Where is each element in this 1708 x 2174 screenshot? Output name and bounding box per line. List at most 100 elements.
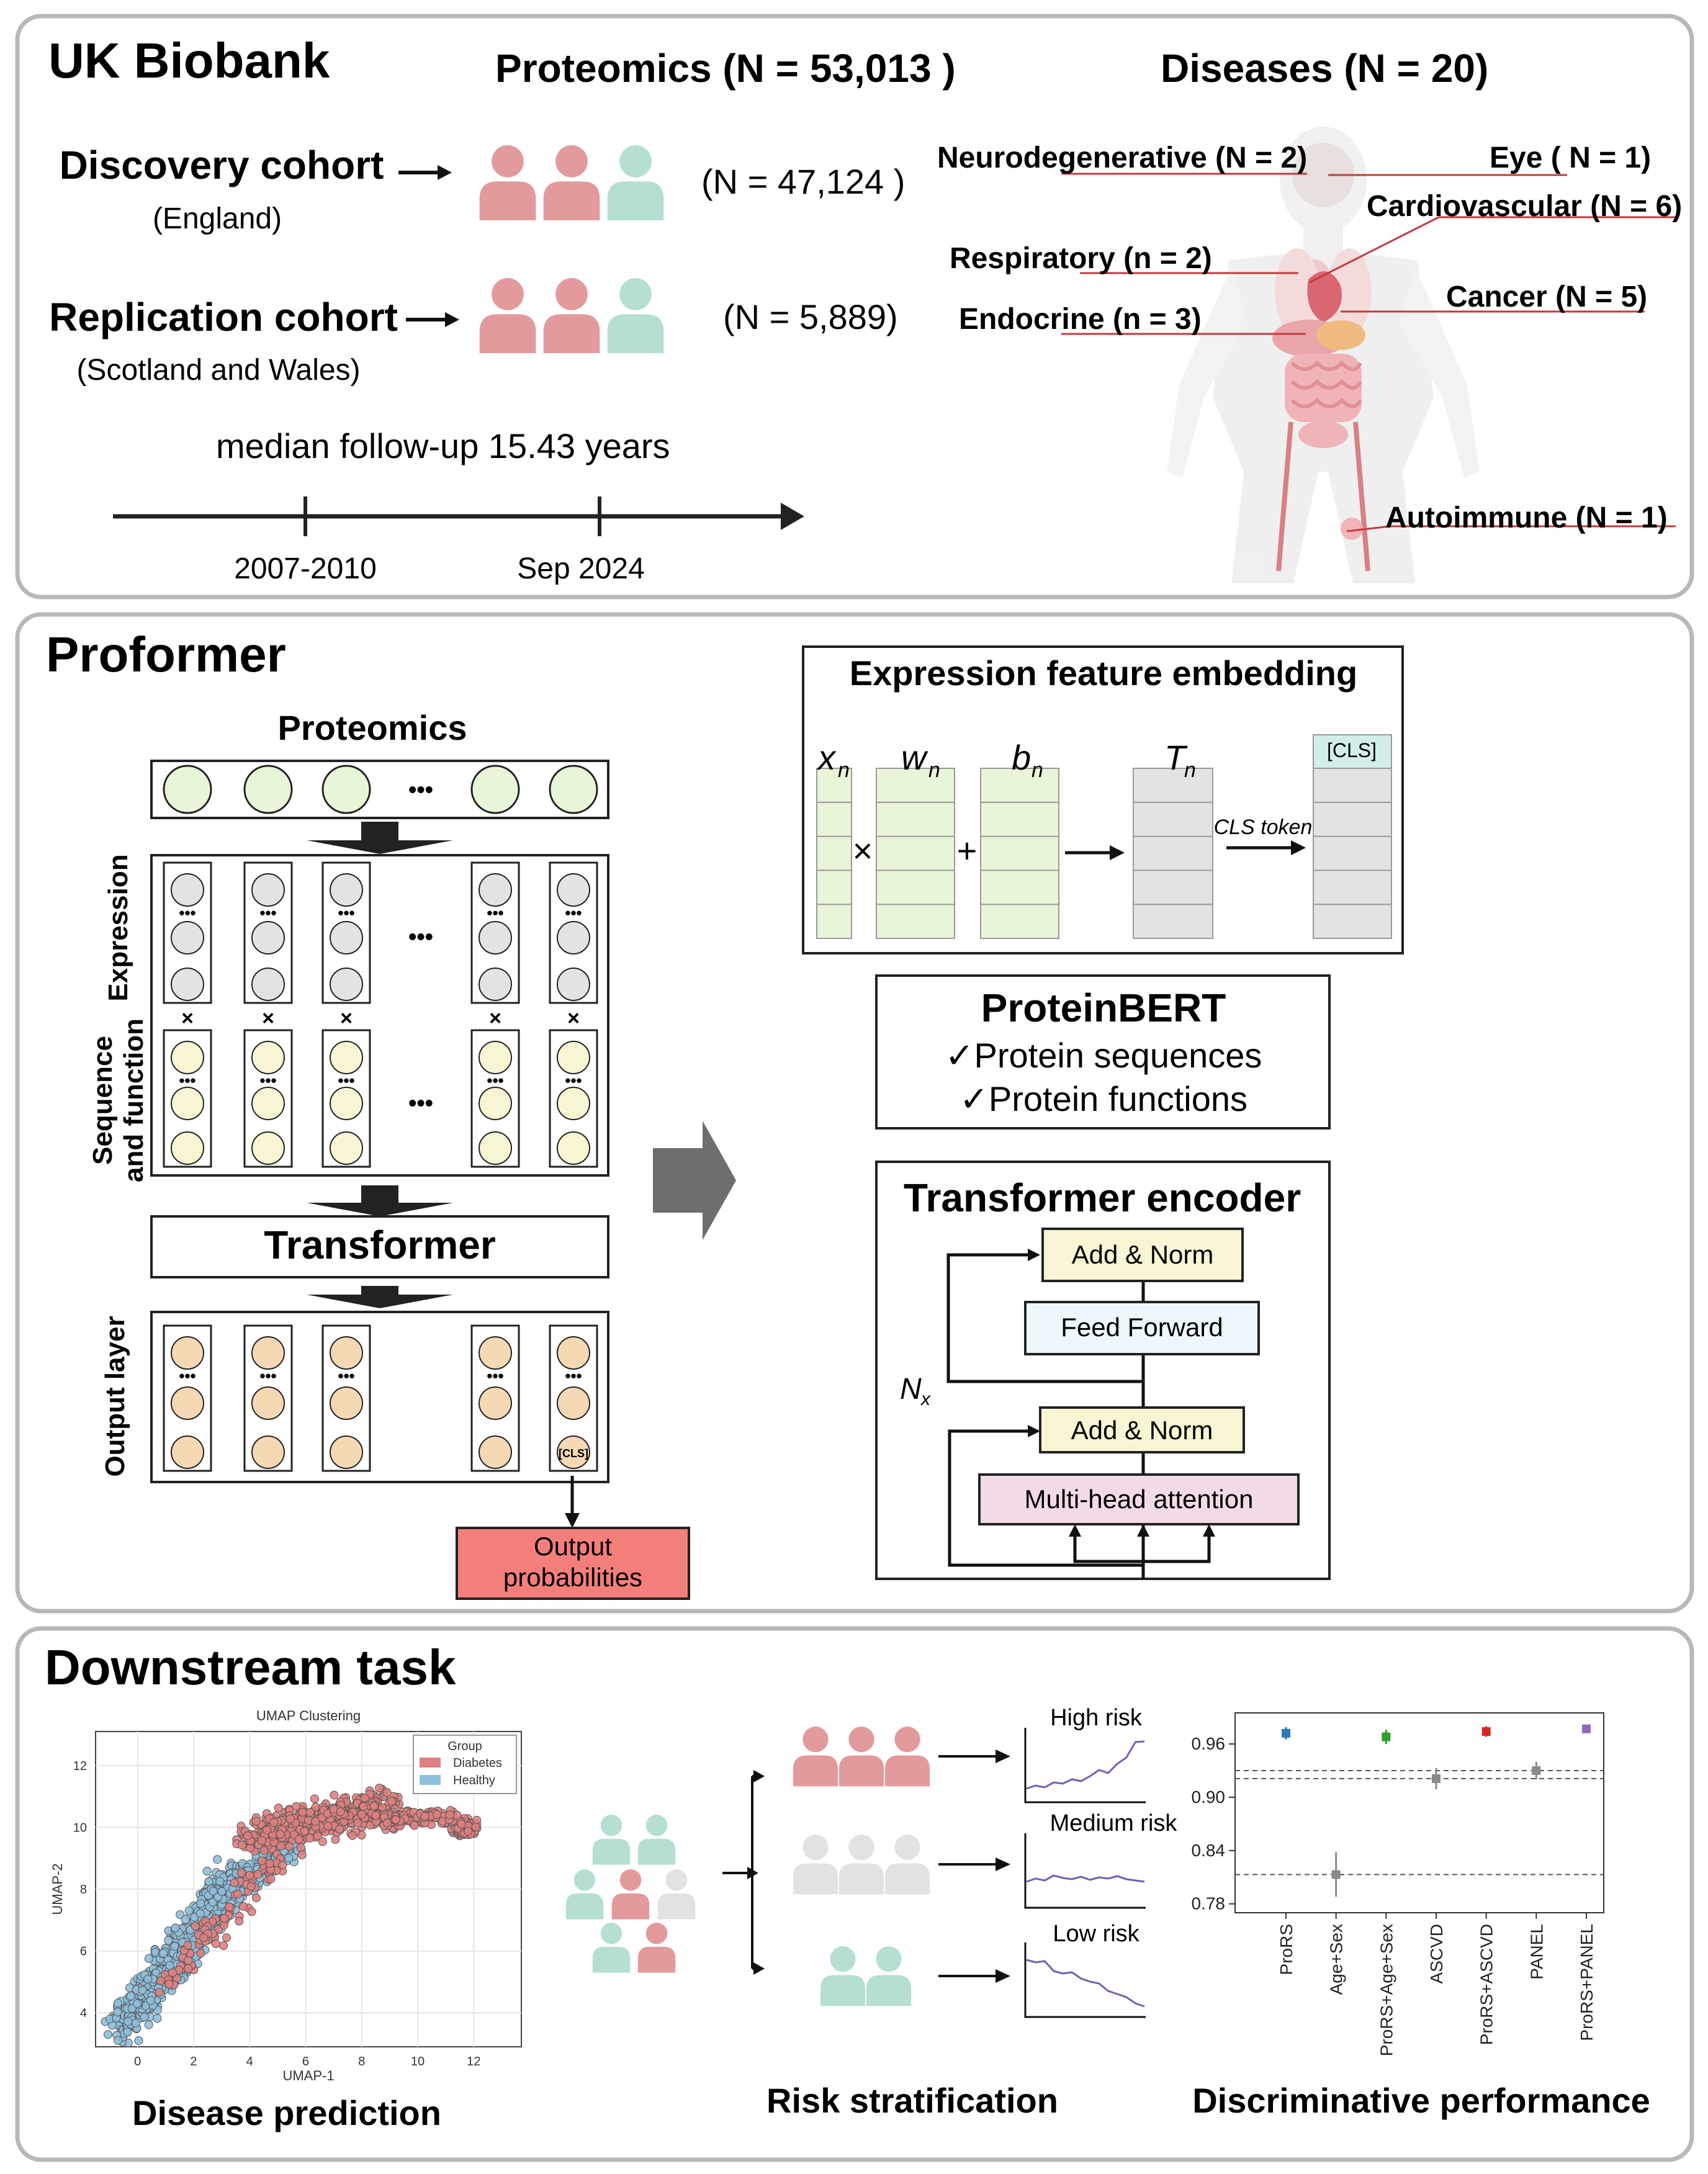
add-norm-top-label: Add & Norm — [1072, 1240, 1214, 1269]
umap-point — [300, 1826, 309, 1836]
umap-point — [360, 1794, 369, 1803]
embedding-block — [150, 854, 609, 1177]
umap-point — [235, 1916, 244, 1926]
umap-point — [164, 1980, 174, 1988]
times-symbol: × — [567, 1007, 580, 1030]
feature-node — [171, 1386, 204, 1420]
umap-point — [292, 1802, 301, 1811]
times-operator: × — [853, 831, 873, 870]
umap-point — [134, 2036, 143, 2046]
arrow-replication — [406, 312, 459, 327]
umap-point — [138, 1985, 147, 1995]
output-prob-line2: probabilities — [503, 1563, 642, 1592]
umap-point — [369, 1802, 379, 1811]
anatomy-illustration — [1167, 127, 1480, 583]
transformer-label: Transformer — [264, 1223, 495, 1267]
umap-xtick: 0 — [134, 2055, 141, 2068]
y-tick-label: 0.78 — [1192, 1894, 1226, 1913]
umap-point — [213, 1855, 222, 1864]
person-icon — [793, 1727, 838, 1787]
data-point — [1382, 1732, 1391, 1741]
risk-high-label: High risk — [1050, 1705, 1143, 1731]
x-tick-label: ASCVD — [1427, 1924, 1446, 1983]
feature-node — [251, 1087, 285, 1120]
feature-column: ••• — [549, 1029, 598, 1168]
umap-point — [274, 1803, 283, 1813]
legend-swatch-healthy — [420, 1775, 441, 1785]
umap-point — [294, 1835, 303, 1844]
umap-point — [277, 1841, 285, 1851]
person-icon — [838, 1835, 884, 1895]
risk-curve — [1024, 1728, 1146, 1803]
proteinbert-item-functions: ✓Protein functions — [960, 1079, 1247, 1118]
umap-ytick: 4 — [80, 2006, 87, 2020]
feature-node — [171, 968, 204, 1001]
umap-point — [284, 1853, 294, 1862]
umap-point — [225, 1902, 234, 1911]
embedding-arrow-1 — [1065, 845, 1125, 860]
feature-node — [557, 873, 590, 907]
umap-point — [296, 1843, 305, 1853]
umap-point — [251, 1893, 261, 1903]
umap-point — [323, 1821, 333, 1831]
umap-point — [184, 1956, 193, 1965]
proteomics-input-circles — [163, 765, 598, 814]
data-point — [1432, 1774, 1441, 1783]
umap-point — [246, 1882, 256, 1891]
feature-column: ••• — [163, 1324, 212, 1472]
umap-point — [144, 2020, 153, 2029]
feature-node — [479, 1131, 512, 1165]
feature-node — [171, 1336, 204, 1370]
replication-label: Replication cohort — [49, 295, 398, 339]
data-point — [1532, 1766, 1541, 1776]
risk-arrow-head — [996, 1969, 1010, 1983]
b-symbol: b — [1012, 738, 1031, 777]
feature-node — [479, 1041, 512, 1074]
umap-point — [263, 1826, 272, 1835]
lung-right-icon — [1327, 248, 1372, 335]
feature-node — [251, 921, 285, 954]
feature-column: ••• — [243, 1029, 293, 1168]
umap-point — [278, 1861, 287, 1870]
risk-curve-line — [1026, 1874, 1145, 1883]
sequence-columns: ••• × ••• × ••• × ••• × ••• × — [163, 1007, 598, 1168]
feature-node — [479, 921, 512, 954]
feature-node — [557, 968, 590, 1001]
data-point — [1282, 1728, 1290, 1738]
umap-point — [170, 1942, 179, 1951]
t-symbol: T — [1164, 738, 1188, 777]
embedding-matrix — [980, 768, 1059, 939]
umap-point — [269, 1818, 279, 1827]
proteinbert-box — [875, 974, 1331, 1130]
risk-curve — [1024, 1833, 1146, 1909]
umap-ytick: 8 — [80, 1883, 87, 1897]
person-icon — [479, 278, 536, 353]
timeline-start-label: 2007-2010 — [234, 552, 377, 585]
w-subscript: n — [928, 758, 940, 782]
embedding-matrices — [816, 734, 1392, 939]
feature-node — [330, 873, 363, 907]
data-point — [1481, 1727, 1491, 1736]
feed-forward-block — [1024, 1301, 1260, 1355]
w-symbol: w — [901, 738, 928, 777]
umap-xtick: 4 — [246, 2055, 253, 2068]
legend-swatch-diabetes — [420, 1758, 441, 1767]
umap-ytick: 10 — [73, 1821, 87, 1835]
cls-node — [557, 1435, 590, 1469]
feature-column: ••• — [321, 861, 371, 1004]
umap-point — [251, 1817, 261, 1826]
cls-cell-label: [CLS] — [1327, 739, 1377, 761]
population-crowd — [565, 1815, 696, 1973]
risk-curve-line — [1026, 1959, 1145, 2008]
proformer-title: Proformer — [46, 627, 286, 682]
person-icon — [607, 145, 664, 220]
embedding-matrix — [876, 768, 955, 939]
umap-point — [181, 1915, 190, 1924]
umap-point — [113, 1998, 122, 2008]
feature-node — [251, 1435, 285, 1469]
umap-point — [383, 1818, 392, 1828]
umap-point — [153, 2014, 162, 2023]
umap-point — [305, 1833, 315, 1843]
umap-point — [348, 1831, 357, 1840]
umap-point — [184, 1906, 194, 1915]
